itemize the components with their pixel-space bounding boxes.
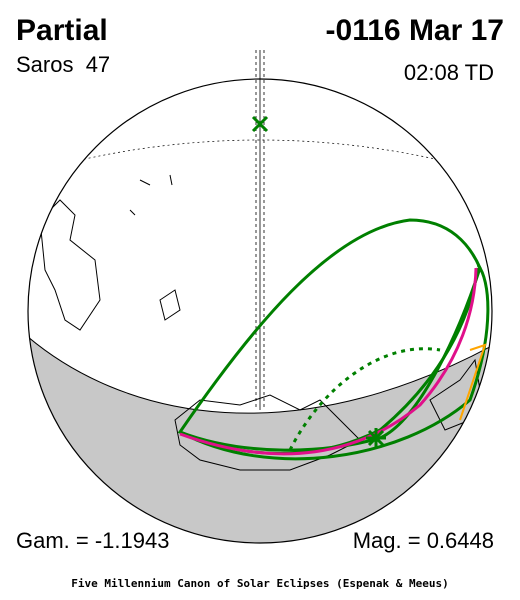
rise-set-curve xyxy=(459,343,487,421)
time: 02:08 TD xyxy=(404,60,494,85)
magnitude: Mag. = 0.6448 xyxy=(353,528,494,553)
credit: Five Millennium Canon of Solar Eclipses … xyxy=(71,577,449,590)
eclipse-type: Partial xyxy=(16,14,108,47)
globe-outline xyxy=(27,78,493,544)
gamma: Gam. = -1.1943 xyxy=(16,528,169,553)
meridian xyxy=(255,50,265,410)
max-eclipse-curve xyxy=(179,267,478,456)
latitude-line xyxy=(39,139,481,171)
coastlines xyxy=(39,174,481,471)
greatest-eclipse-marker xyxy=(251,115,269,133)
sub-solar-marker xyxy=(366,428,386,448)
saros: Saros 47 xyxy=(16,52,110,77)
eclipse-date: -0116 Mar 17 xyxy=(326,14,504,47)
